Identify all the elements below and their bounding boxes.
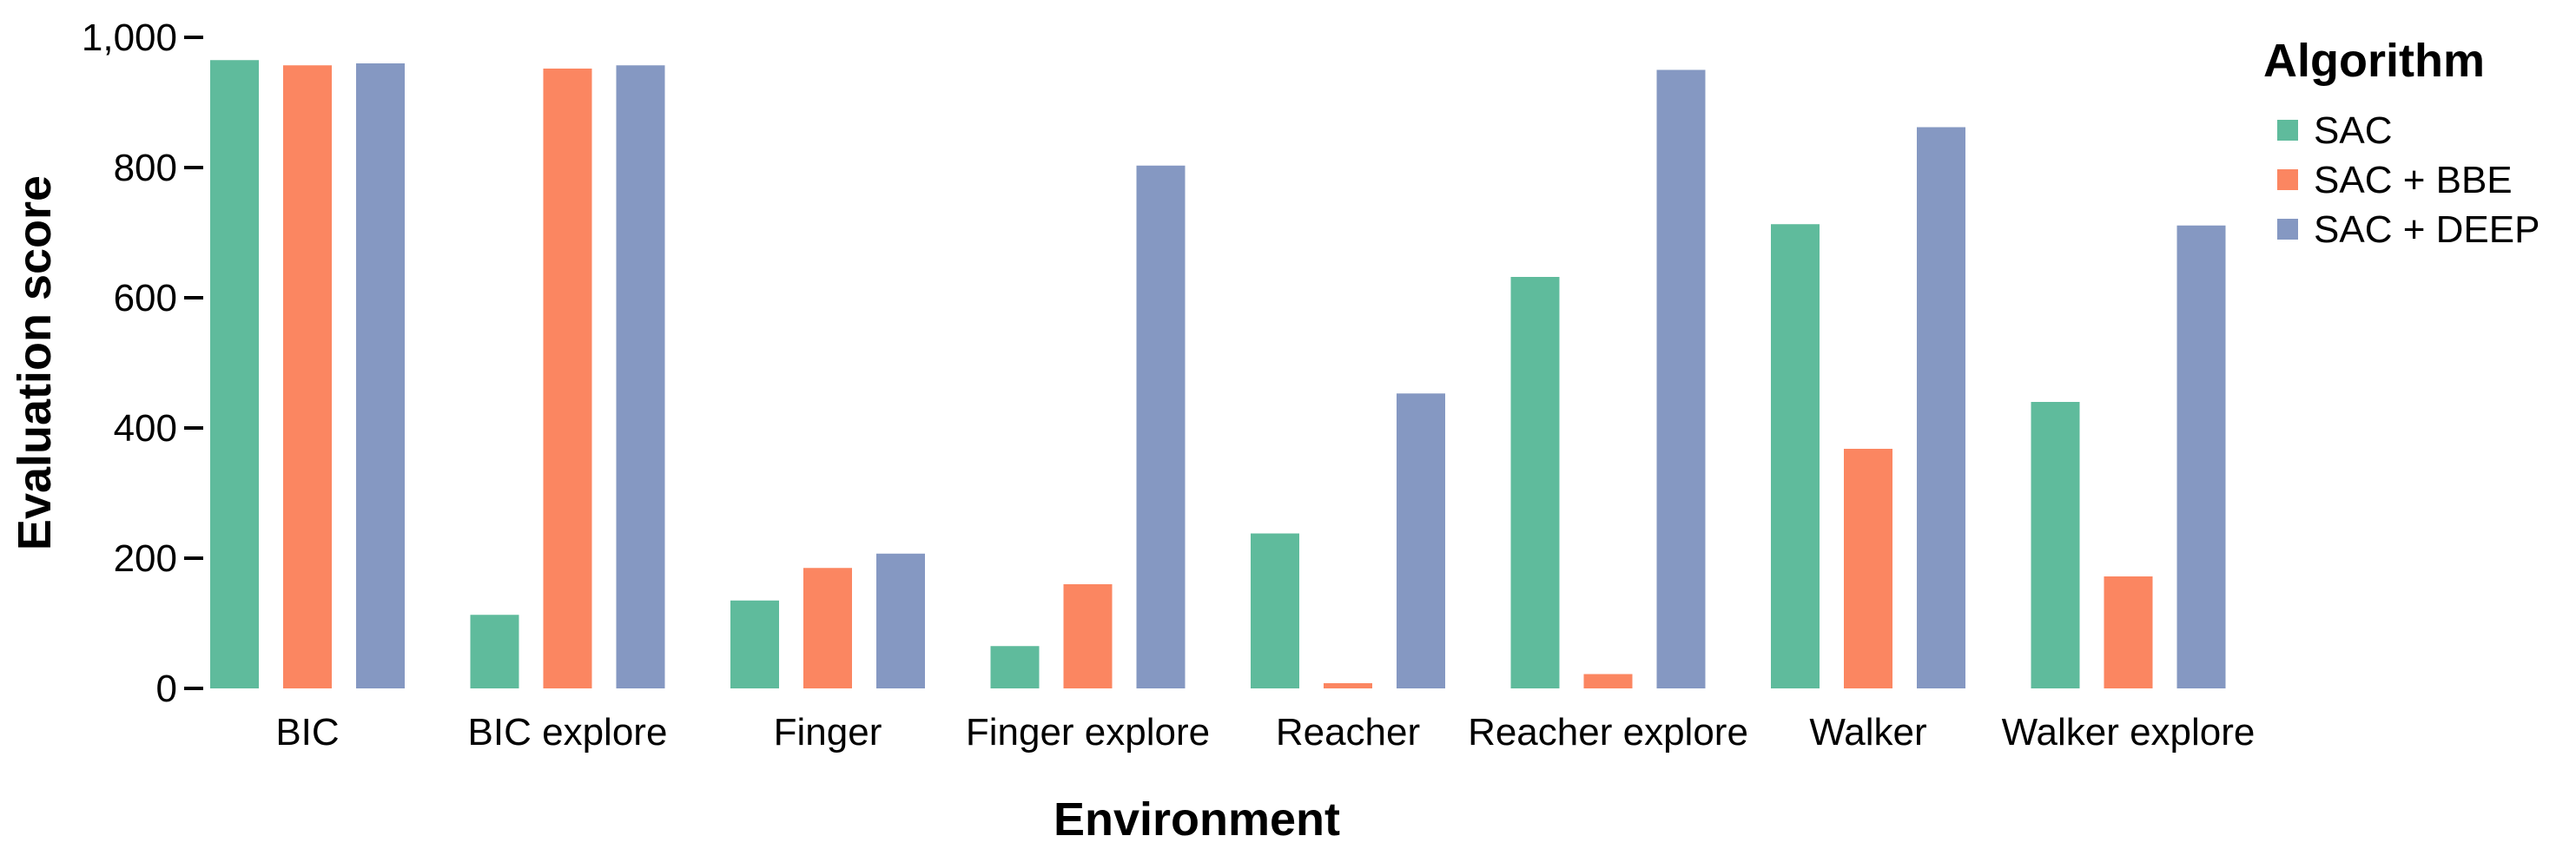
bar — [1136, 165, 1186, 688]
y-tick-label: 800 — [114, 147, 177, 189]
x-tick-label: BIC — [275, 711, 339, 754]
y-axis-title: Evaluation score — [9, 175, 61, 550]
bar — [803, 568, 852, 688]
bar — [2031, 402, 2080, 688]
y-tick-label: 0 — [156, 668, 177, 710]
bar — [1063, 584, 1113, 688]
bar — [730, 600, 779, 688]
y-tick-label: 200 — [114, 537, 177, 580]
x-tick-label: BIC explore — [468, 711, 668, 754]
bar — [283, 65, 332, 688]
y-tick-label: 400 — [114, 407, 177, 450]
bar — [616, 65, 665, 688]
x-tick-label: Reacher — [1276, 711, 1420, 754]
bar — [1251, 533, 1299, 688]
legend-swatch — [2277, 219, 2298, 240]
bar — [1917, 127, 1965, 688]
legend: Algorithm SAC SAC + BBE SAC + DEEP — [2263, 35, 2540, 251]
plot-area — [210, 60, 2226, 688]
legend-label: SAC + BBE — [2314, 159, 2513, 201]
x-tick-label: Finger — [774, 711, 882, 754]
legend-swatch — [2277, 120, 2298, 141]
bar — [210, 60, 259, 688]
legend-label: SAC — [2314, 109, 2392, 152]
bar — [2104, 576, 2153, 688]
x-tick-label: Finger explore — [966, 711, 1210, 754]
y-tick-label: 1,000 — [82, 16, 177, 59]
bar — [543, 69, 592, 688]
x-tick-label: Walker explore — [2002, 711, 2256, 754]
bar — [470, 615, 519, 688]
bar — [1656, 69, 1706, 688]
x-tick-label: Reacher explore — [1468, 711, 1748, 754]
bar — [356, 63, 405, 688]
legend-swatch — [2277, 169, 2298, 190]
bar — [990, 646, 1040, 688]
bar — [1771, 224, 1820, 688]
bar — [2176, 225, 2226, 688]
bar — [1583, 674, 1633, 688]
bar — [1324, 683, 1372, 688]
legend-label: SAC + DEEP — [2314, 208, 2540, 251]
y-axis: 0 200 400 600 800 1,000 — [82, 16, 203, 710]
bar — [1397, 393, 1445, 688]
x-tick-label: Walker — [1809, 711, 1926, 754]
bar — [876, 553, 925, 688]
legend-title: Algorithm — [2263, 35, 2485, 87]
x-axis-title: Environment — [1054, 793, 1340, 846]
x-axis: BIC BIC explore Finger Finger explore Reache… — [275, 711, 2255, 754]
bar — [1844, 449, 1892, 688]
y-tick-label: 600 — [114, 277, 177, 319]
bar — [1510, 277, 1560, 688]
